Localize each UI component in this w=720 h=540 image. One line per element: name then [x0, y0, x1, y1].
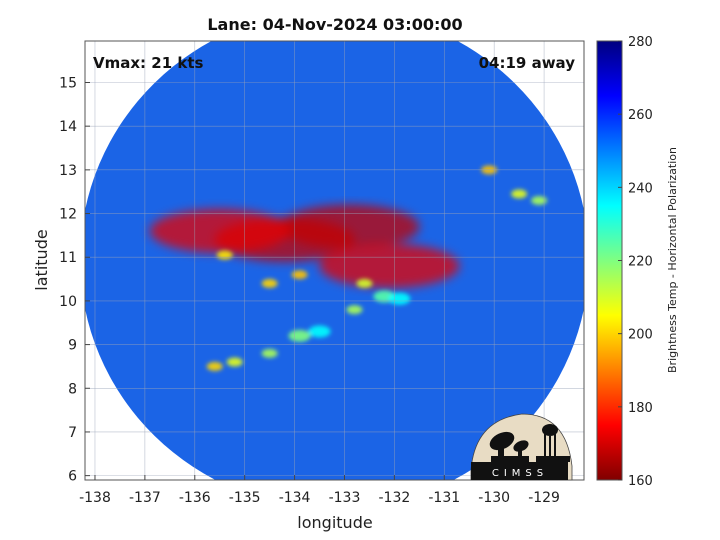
y-tick-label: 6 — [68, 469, 77, 485]
chart-title: Lane: 04-Nov-2024 03:00:00 — [207, 15, 462, 34]
water-tower-icon — [536, 424, 570, 462]
cold-region-2 — [149, 209, 290, 254]
eta-annotation: 04:19 away — [479, 54, 576, 72]
convective-feature-3 — [346, 305, 363, 315]
convective-feature-9 — [216, 250, 233, 260]
x-tick-label: -135 — [229, 490, 261, 506]
convective-feature-0 — [288, 329, 311, 342]
microwave-swath — [85, 41, 584, 480]
x-tick-label: -137 — [129, 490, 161, 506]
convective-feature-7 — [226, 357, 243, 367]
x-tick-label: -134 — [279, 490, 311, 506]
colorbar-tick-label: 280 — [628, 35, 653, 50]
y-axis-label: latitude — [32, 229, 51, 290]
vmax-annotation: Vmax: 21 kts — [93, 54, 203, 72]
cold-region-1 — [279, 204, 420, 249]
x-axis-label: longitude — [297, 513, 372, 532]
y-tick-label: 13 — [59, 163, 77, 179]
plot-area-frame — [84, 40, 585, 481]
colorbar-tick-label: 260 — [628, 108, 653, 123]
colorbar-tick-label: 160 — [628, 474, 653, 489]
cimss-logo: CIMSS — [470, 413, 573, 481]
convective-feature-12 — [531, 195, 548, 205]
y-tick-label: 15 — [59, 75, 77, 91]
colorbar-tick-label: 220 — [628, 255, 653, 270]
y-tick-label: 7 — [68, 425, 77, 441]
convective-feature-2 — [308, 325, 331, 338]
y-tick-label: 12 — [59, 207, 77, 223]
colorbar-tick-label: 200 — [628, 328, 653, 343]
x-tick-label: -138 — [79, 490, 111, 506]
x-tick-label: -129 — [528, 490, 560, 506]
y-tick-label: 11 — [59, 250, 77, 266]
convective-feature-10 — [261, 278, 278, 288]
y-tick-label: 8 — [68, 381, 77, 397]
convective-feature-13 — [511, 189, 528, 199]
y-tick-label: 10 — [59, 294, 77, 310]
convective-feature-1 — [261, 348, 278, 358]
logo-band — [471, 462, 568, 480]
x-tick-label: -131 — [428, 490, 460, 506]
x-axis-ticks: -138 -137 -136 -135 -134 -133 -132 -131 -130 -129 — [79, 475, 560, 506]
x-tick-label: -132 — [378, 490, 410, 506]
colorbar — [596, 40, 623, 481]
x-tick-label: -133 — [329, 490, 361, 506]
colorbar-tick-label: 180 — [628, 401, 653, 416]
x-tick-label: -136 — [179, 490, 211, 506]
cold-region-3 — [319, 243, 460, 288]
colorbar-label: Brightness Temp - Horizontal Polarizatio… — [666, 147, 679, 373]
convective-feature-8 — [206, 361, 223, 371]
convective-feature-6 — [356, 278, 373, 288]
convective-feature-11 — [291, 270, 308, 280]
colorbar-tick-label: 240 — [628, 181, 653, 196]
convective-feature-5 — [388, 292, 411, 305]
satellite-dish-icon — [489, 431, 529, 462]
colorbar-ticks: 160 180 200 220 240 260 280 — [618, 35, 653, 489]
y-tick-label: 14 — [59, 119, 77, 135]
y-tick-label: 9 — [68, 338, 77, 354]
y-axis-ticks: 6 7 8 9 10 11 12 13 14 15 — [59, 75, 90, 485]
logo-text: CIMSS — [492, 468, 548, 479]
x-tick-label: -130 — [478, 490, 510, 506]
